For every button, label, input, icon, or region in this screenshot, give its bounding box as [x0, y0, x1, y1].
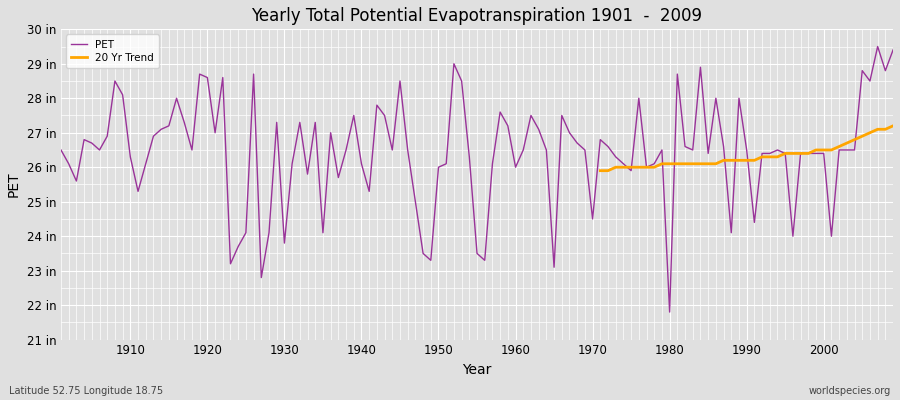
- 20 Yr Trend: [796, 151, 806, 156]
- 20 Yr Trend: [811, 148, 822, 152]
- 20 Yr Trend: [749, 158, 760, 163]
- 20 Yr Trend: [887, 124, 898, 128]
- 20 Yr Trend: [779, 151, 790, 156]
- 20 Yr Trend: [872, 127, 883, 132]
- PET: [603, 144, 614, 149]
- 20 Yr Trend: [664, 161, 675, 166]
- 20 Yr Trend: [603, 168, 614, 173]
- PET: [510, 165, 521, 170]
- 20 Yr Trend: [672, 161, 683, 166]
- 20 Yr Trend: [649, 165, 660, 170]
- 20 Yr Trend: [703, 161, 714, 166]
- PET: [287, 161, 298, 166]
- PET: [333, 175, 344, 180]
- PET: [56, 148, 67, 152]
- Title: Yearly Total Potential Evapotranspiration 1901  -  2009: Yearly Total Potential Evapotranspiratio…: [251, 7, 703, 25]
- 20 Yr Trend: [833, 144, 844, 149]
- PET: [664, 310, 675, 314]
- PET: [872, 44, 883, 49]
- 20 Yr Trend: [726, 158, 737, 163]
- 20 Yr Trend: [788, 151, 798, 156]
- 20 Yr Trend: [865, 130, 876, 135]
- 20 Yr Trend: [718, 158, 729, 163]
- 20 Yr Trend: [764, 154, 775, 159]
- 20 Yr Trend: [818, 148, 829, 152]
- Line: 20 Yr Trend: 20 Yr Trend: [600, 126, 893, 171]
- 20 Yr Trend: [634, 165, 644, 170]
- 20 Yr Trend: [710, 161, 721, 166]
- 20 Yr Trend: [803, 151, 814, 156]
- Y-axis label: PET: PET: [7, 172, 21, 197]
- Legend: PET, 20 Yr Trend: PET, 20 Yr Trend: [67, 34, 159, 68]
- 20 Yr Trend: [742, 158, 752, 163]
- X-axis label: Year: Year: [463, 363, 491, 377]
- Text: Latitude 52.75 Longitude 18.75: Latitude 52.75 Longitude 18.75: [9, 386, 163, 396]
- 20 Yr Trend: [656, 161, 667, 166]
- 20 Yr Trend: [688, 161, 698, 166]
- 20 Yr Trend: [880, 127, 891, 132]
- 20 Yr Trend: [626, 165, 636, 170]
- 20 Yr Trend: [772, 154, 783, 159]
- Text: worldspecies.org: worldspecies.org: [809, 386, 891, 396]
- 20 Yr Trend: [849, 137, 859, 142]
- 20 Yr Trend: [641, 165, 652, 170]
- 20 Yr Trend: [826, 148, 837, 152]
- 20 Yr Trend: [610, 165, 621, 170]
- 20 Yr Trend: [595, 168, 606, 173]
- 20 Yr Trend: [680, 161, 690, 166]
- PET: [502, 124, 513, 128]
- 20 Yr Trend: [695, 161, 706, 166]
- 20 Yr Trend: [734, 158, 744, 163]
- PET: [887, 48, 898, 52]
- PET: [117, 92, 128, 97]
- 20 Yr Trend: [842, 141, 852, 146]
- 20 Yr Trend: [857, 134, 868, 138]
- Line: PET: PET: [61, 46, 893, 312]
- 20 Yr Trend: [618, 165, 629, 170]
- 20 Yr Trend: [757, 154, 768, 159]
